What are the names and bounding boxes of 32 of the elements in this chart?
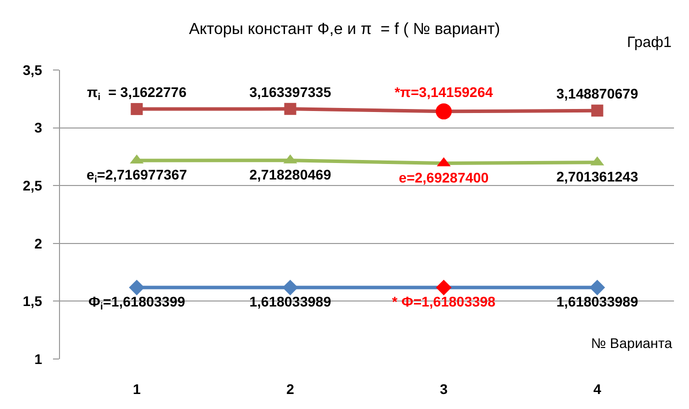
x-axis-title: № Варианта [591,335,672,351]
data-label: *π=3,14159264 [394,84,494,100]
point [128,280,145,296]
x-tick-label: 3 [440,381,448,397]
data-label: Ф$_{i}$=1,61803399 [88,294,186,312]
y-tick-label: 3,5 [22,62,42,78]
data-label: e=2,69287400 [398,169,489,186]
chart-title: Акторы констант Ф,е и π = f ( № вариант) [188,21,500,38]
data-label: 3,163397335 [249,84,332,100]
x-tick-label: 1 [132,381,141,397]
data-label: 1,618033989 [556,294,638,310]
y-tick-label: 2,5 [22,178,42,194]
point [282,280,298,296]
y-tick-label: 1,5 [22,293,42,310]
data-label: 2,718280469 [249,166,332,182]
y-tick-label: 1 [34,350,42,367]
x-tick-label: 4 [593,381,602,397]
y-tick-label: 2 [34,235,42,252]
point [589,280,606,296]
text: Граф1 [627,34,672,51]
data-label: 3,148870679 [556,86,638,102]
data-label: * Ф=1,61803398 [392,294,496,310]
data-label: π$_{i}$ = 3,1622776 [87,84,187,103]
x-tick-label: 2 [286,381,294,397]
data-label: e$_{i}$=2,716977367 [86,166,188,186]
data-label: 1,618033989 [249,294,332,310]
point [591,104,604,117]
point [436,280,452,296]
point [284,102,296,115]
data-label: 2,701361243 [556,168,638,184]
point [130,103,143,116]
y-tick-label: 3 [34,120,42,136]
